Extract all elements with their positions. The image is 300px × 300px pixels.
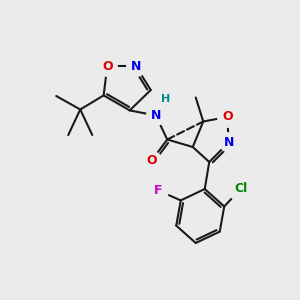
Text: H: H (161, 94, 170, 104)
Text: O: O (102, 59, 112, 73)
Text: O: O (222, 110, 232, 124)
Text: N: N (151, 109, 161, 122)
Text: F: F (154, 184, 163, 197)
Text: N: N (130, 59, 141, 73)
Text: O: O (146, 154, 157, 167)
Text: Cl: Cl (234, 182, 247, 196)
Text: N: N (224, 136, 234, 149)
